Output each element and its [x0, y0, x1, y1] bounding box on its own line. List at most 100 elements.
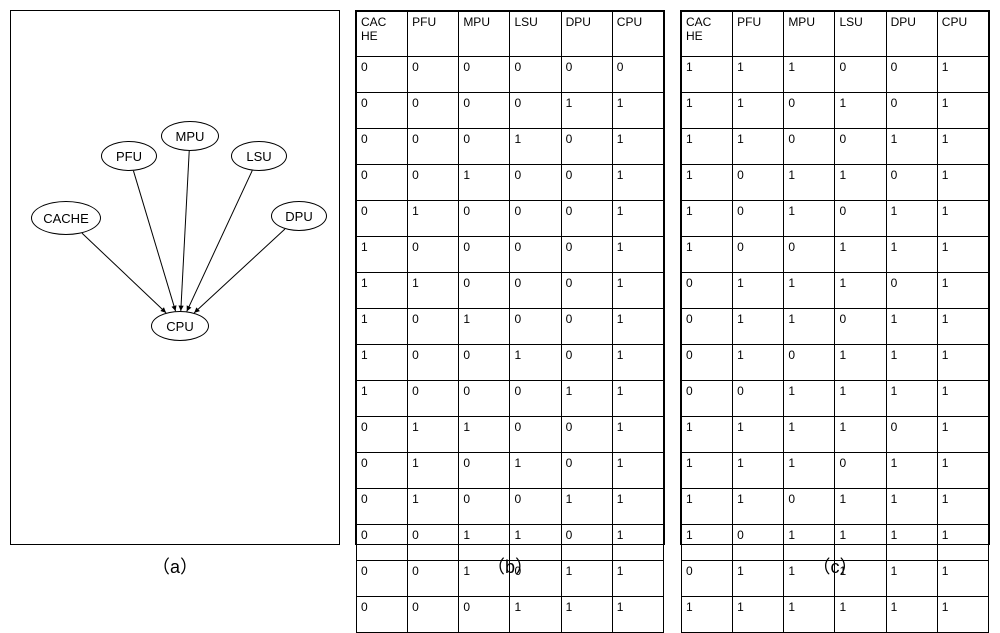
table-b-row: 110001 — [357, 273, 664, 309]
table-c-cell: 1 — [733, 489, 784, 525]
table-c-cell: 1 — [835, 93, 886, 129]
table-c-cell: 0 — [784, 129, 835, 165]
table-b-row: 100011 — [357, 381, 664, 417]
table-c-cell: 1 — [784, 309, 835, 345]
table-b-cell: 0 — [459, 597, 510, 633]
table-b-cell: 0 — [561, 129, 612, 165]
table-c-cell: 1 — [886, 597, 937, 633]
table-b-row: 100001 — [357, 237, 664, 273]
table-b-row: 010011 — [357, 489, 664, 525]
arrowhead-mpu-cpu — [178, 305, 183, 311]
table-b-row: 010001 — [357, 201, 664, 237]
table-b-cell: 1 — [357, 381, 408, 417]
table-b-cell: 1 — [510, 597, 561, 633]
table-c: CAC HEPFUMPULSUDPUCPU1110011101011100111… — [681, 11, 989, 633]
table-b-cell: 1 — [459, 417, 510, 453]
table-b-cell: 0 — [561, 345, 612, 381]
table-b-cell: 0 — [357, 57, 408, 93]
table-b-cell: 1 — [612, 201, 663, 237]
table-c-row: 101011 — [682, 201, 989, 237]
table-c-cell: 1 — [784, 273, 835, 309]
table-c-cell: 0 — [835, 129, 886, 165]
table-b-cell: 1 — [408, 453, 459, 489]
table-c-cell: 1 — [937, 489, 988, 525]
table-c-cell: 1 — [733, 453, 784, 489]
table-b-cell: 0 — [561, 309, 612, 345]
table-c-cell: 1 — [784, 57, 835, 93]
table-c-cell: 1 — [784, 165, 835, 201]
table-c-cell: 1 — [835, 237, 886, 273]
table-c-cell: 0 — [733, 201, 784, 237]
edge-lsu-cpu — [187, 171, 252, 312]
table-b-cell: 0 — [357, 129, 408, 165]
table-b-cell: 0 — [357, 453, 408, 489]
table-b-cell: 0 — [561, 201, 612, 237]
table-b-cell: 0 — [612, 57, 663, 93]
table-b-cell: 0 — [510, 93, 561, 129]
table-c-cell: 0 — [733, 381, 784, 417]
table-b-cell: 1 — [357, 237, 408, 273]
table-c-cell: 0 — [784, 345, 835, 381]
table-b-cell: 1 — [408, 201, 459, 237]
table-b-row: 011001 — [357, 417, 664, 453]
table-b-cell: 0 — [510, 57, 561, 93]
table-b-cell: 0 — [408, 237, 459, 273]
table-c-row: 111111 — [682, 597, 989, 633]
table-c-cell: 1 — [733, 597, 784, 633]
table-b-cell: 0 — [510, 489, 561, 525]
table-b-cell: 0 — [408, 57, 459, 93]
table-c-cell: 1 — [835, 345, 886, 381]
table-c-cell: 0 — [682, 381, 733, 417]
table-c-cell: 1 — [937, 309, 988, 345]
table-b-cell: 0 — [357, 201, 408, 237]
table-c-col-5: CPU — [937, 12, 988, 57]
table-c-cell: 0 — [886, 417, 937, 453]
table-c-cell: 1 — [937, 345, 988, 381]
table-c-cell: 0 — [682, 309, 733, 345]
table-b-cell: 1 — [510, 129, 561, 165]
table-b-row: 000111 — [357, 597, 664, 633]
table-b-col-1: PFU — [408, 12, 459, 57]
table-c-cell: 0 — [682, 273, 733, 309]
table-c-cell: 1 — [937, 597, 988, 633]
table-b-cell: 1 — [408, 489, 459, 525]
table-b-cell: 0 — [408, 381, 459, 417]
table-b-cell: 0 — [459, 237, 510, 273]
table-b-cell: 1 — [459, 165, 510, 201]
panel-c: CAC HEPFUMPULSUDPUCPU1110011101011100111… — [680, 10, 990, 545]
table-c-cell: 1 — [835, 273, 886, 309]
table-b-cell: 1 — [612, 93, 663, 129]
table-c-cell: 0 — [784, 237, 835, 273]
table-c-cell: 1 — [784, 453, 835, 489]
table-b-cell: 0 — [459, 489, 510, 525]
table-c-cell: 0 — [835, 453, 886, 489]
table-c-cell: 1 — [937, 201, 988, 237]
table-b-cell: 1 — [612, 165, 663, 201]
table-c-cell: 1 — [937, 237, 988, 273]
page: CACHEPFUMPULSUDPUCPU （a） CAC HEPFUMPULSU… — [0, 0, 1000, 593]
table-c-cell: 1 — [733, 273, 784, 309]
table-c-cell: 1 — [937, 453, 988, 489]
table-b-cell: 0 — [510, 237, 561, 273]
diagram-edges — [11, 11, 339, 544]
table-c-col-2: MPU — [784, 12, 835, 57]
table-c-cell: 1 — [733, 309, 784, 345]
table-b-col-0: CAC HE — [357, 12, 408, 57]
table-c-cell: 1 — [937, 93, 988, 129]
table-b-cell: 0 — [408, 93, 459, 129]
table-b-cell: 1 — [612, 273, 663, 309]
table-c-col-4: DPU — [886, 12, 937, 57]
table-b-cell: 1 — [612, 345, 663, 381]
table-b-cell: 1 — [357, 309, 408, 345]
table-c-cell: 1 — [733, 417, 784, 453]
table-b-cell: 1 — [561, 93, 612, 129]
table-c-cell: 0 — [784, 489, 835, 525]
panel-b: CAC HEPFUMPULSUDPUCPU0000000000110001010… — [355, 10, 665, 545]
table-c-cell: 1 — [733, 93, 784, 129]
table-c-cell: 1 — [784, 201, 835, 237]
table-c-cell: 1 — [835, 165, 886, 201]
table-c-cell: 0 — [733, 165, 784, 201]
table-c-cell: 1 — [886, 381, 937, 417]
table-b-cell: 1 — [561, 381, 612, 417]
table-b-cell: 0 — [510, 165, 561, 201]
